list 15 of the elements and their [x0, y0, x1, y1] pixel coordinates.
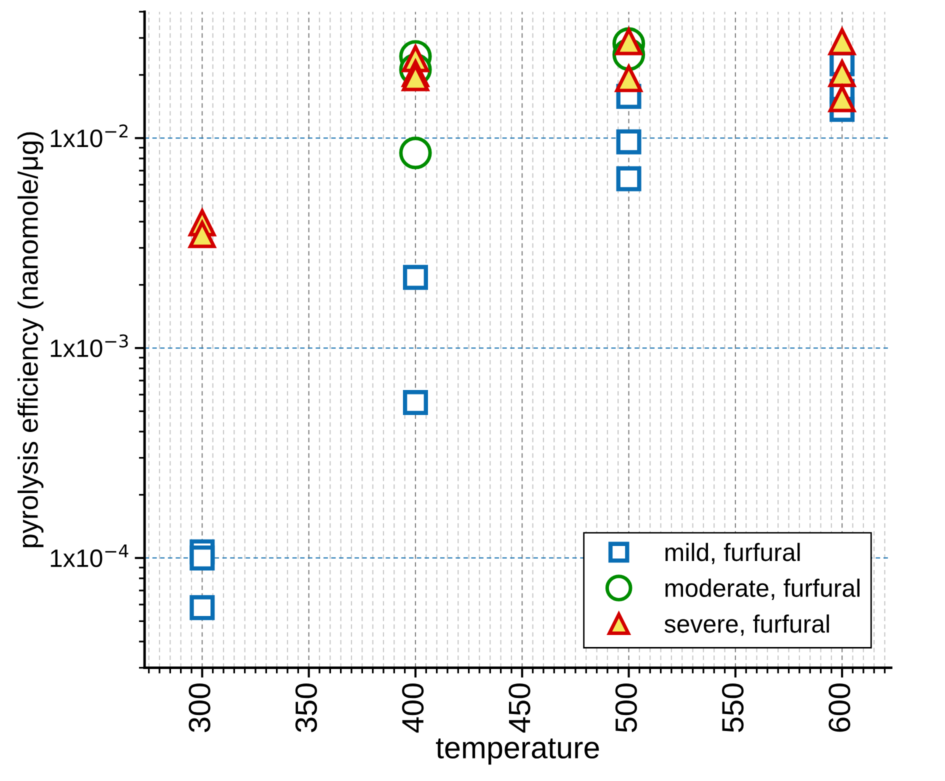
x-tick-label: 450 [508, 684, 530, 733]
legend-label: moderate, furfural [666, 578, 860, 600]
x-tick-label: 400 [402, 684, 424, 733]
x-tick-label: 350 [295, 684, 318, 732]
y-axis-title: pyrolysis efficiency (nanomole/μg) [18, 132, 44, 548]
legend-label: severe, furfural [664, 614, 829, 636]
y-tick-label: 1x10$^{−2}$ [50, 124, 128, 148]
x-tick-label: 600 [828, 684, 850, 732]
x-tick-label: 300 [188, 684, 210, 732]
y-tick-label: 1x10$^{−4}$ [50, 544, 128, 568]
x-tick-label: 550 [722, 684, 744, 732]
y-tick-label: 1x10$^{−3}$ [50, 334, 128, 358]
x-axis-title: temperature [436, 738, 599, 765]
x-tick-label: 500 [615, 684, 637, 732]
legend-label: mild, furfural [666, 542, 800, 564]
